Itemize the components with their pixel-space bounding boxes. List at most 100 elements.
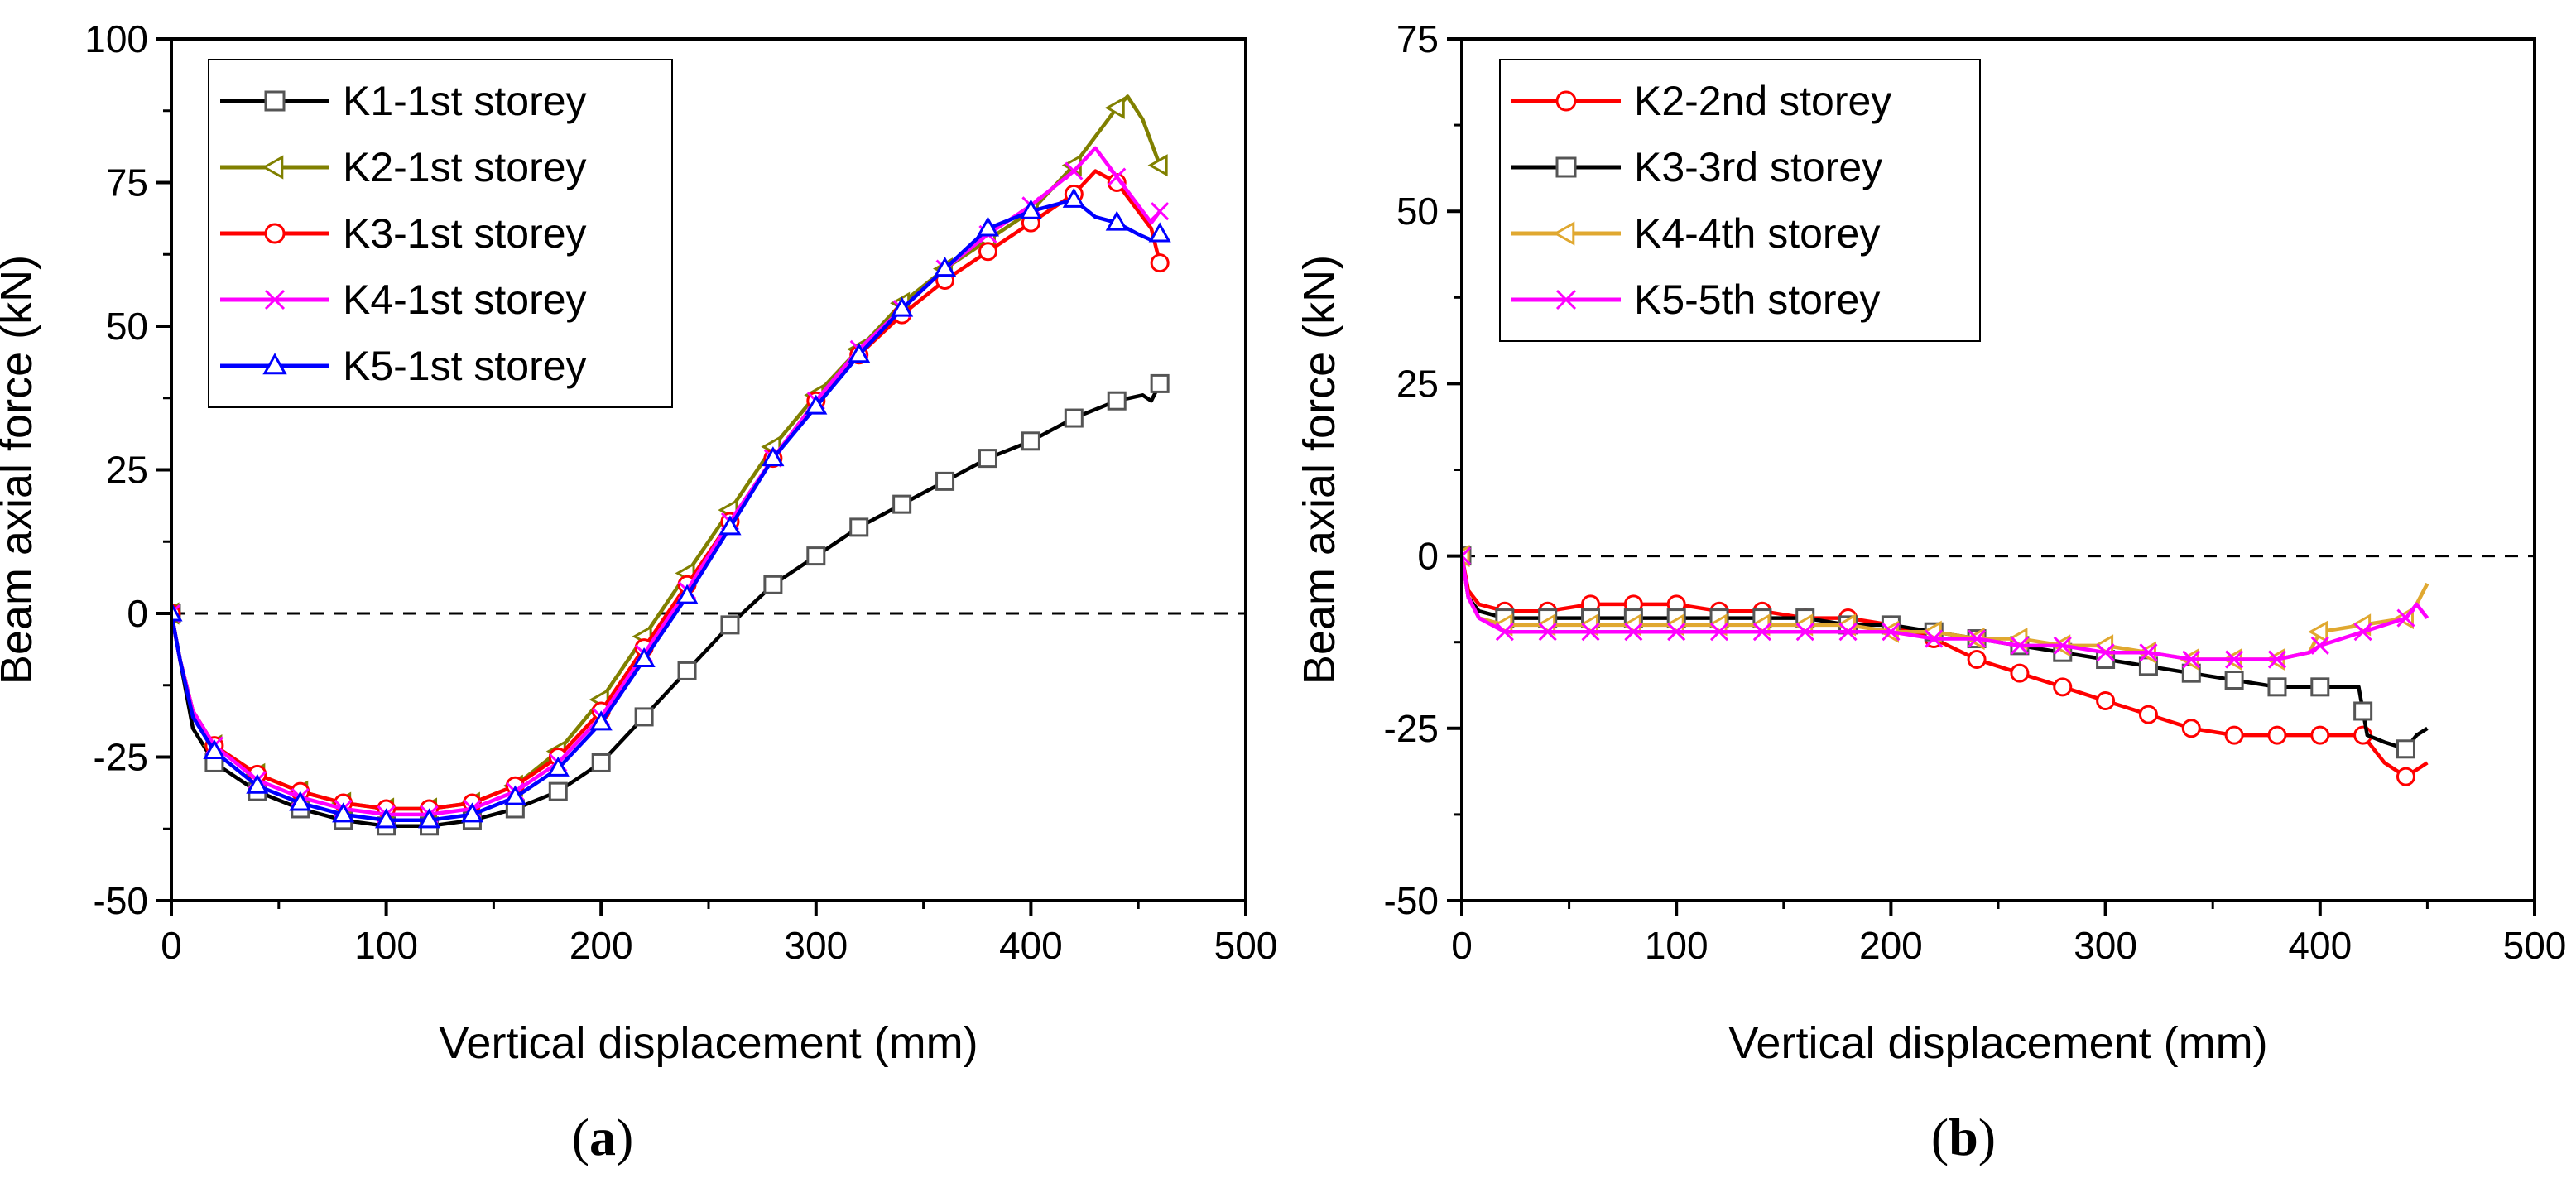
legend-box	[1499, 59, 1981, 342]
data-point	[718, 515, 742, 536]
y-tick-label: 50	[1396, 190, 1439, 233]
data-point	[1462, 546, 1472, 565]
data-point	[332, 802, 355, 823]
data-point	[2224, 671, 2244, 690]
legend-entry: K5-1st storey	[220, 343, 587, 389]
legend-label: K3-3rd storey	[1634, 144, 1882, 190]
data-point	[1752, 623, 1771, 642]
data-point	[2139, 643, 2158, 662]
data-point	[1150, 253, 1170, 273]
data-point	[2353, 701, 2373, 721]
data-point	[1019, 199, 1042, 219]
panel-label: (a)	[572, 1108, 634, 1166]
series-k5-1st-storey	[171, 187, 1171, 829]
data-point	[1065, 161, 1084, 180]
series-k5-5th-storey	[1462, 546, 2429, 669]
x-axis-label: Vertical displacement (mm)	[1728, 1018, 2267, 1068]
data-point	[289, 791, 312, 811]
data-point	[1021, 431, 1040, 451]
series-line	[1462, 555, 2429, 779]
y-tick-label: 100	[84, 17, 148, 60]
data-point	[2053, 677, 2073, 697]
y-tick-label: 0	[127, 592, 148, 635]
legend-marker	[1553, 221, 1575, 246]
data-point	[589, 710, 613, 731]
data-point	[2310, 725, 2330, 745]
data-point	[1581, 623, 1600, 642]
data-point	[203, 739, 226, 760]
x-tick-label: 200	[570, 924, 633, 967]
series-line	[1462, 555, 2429, 661]
data-point	[762, 446, 785, 467]
legend-marker	[264, 90, 286, 112]
y-tick-label: 25	[106, 449, 148, 492]
data-point	[848, 343, 871, 363]
data-point	[1150, 373, 1170, 393]
series-line	[1462, 555, 2429, 661]
data-point	[2182, 650, 2201, 669]
y-tick-label: -50	[94, 879, 148, 922]
legend-label: K4-1st storey	[343, 277, 587, 323]
data-point	[548, 781, 568, 801]
data-point	[2010, 663, 2030, 683]
data-point	[246, 773, 269, 794]
data-point	[891, 296, 914, 317]
legend-marker	[264, 289, 286, 310]
data-point	[1147, 154, 1168, 177]
data-point	[1838, 623, 1858, 642]
y-tick-label: -50	[1384, 879, 1439, 922]
legend-entry: K2-2nd storey	[1511, 78, 1891, 124]
legend-label: K2-2nd storey	[1634, 78, 1891, 124]
legend-label: K3-1st storey	[343, 210, 587, 257]
data-point	[1624, 623, 1643, 642]
data-point	[2010, 636, 2029, 655]
data-point	[1709, 623, 1729, 642]
y-tick-label: 25	[1396, 362, 1439, 405]
data-point	[2396, 608, 2415, 628]
data-point	[503, 785, 526, 805]
data-point	[978, 449, 997, 469]
data-point	[1151, 202, 1170, 221]
legend: K2-2nd storey K3-3rd storey K4-4th storey K…	[1499, 59, 1981, 342]
legend-entry: K1-1st storey	[220, 78, 587, 124]
x-tick-label: 300	[2074, 924, 2137, 967]
data-point	[375, 808, 398, 829]
legend-label: K2-1st storey	[343, 144, 587, 190]
data-point	[2225, 650, 2244, 669]
legend-label: K5-1st storey	[343, 343, 587, 389]
data-point	[2310, 677, 2330, 697]
x-tick-label: 500	[1214, 924, 1278, 967]
y-tick-label: 0	[1417, 535, 1439, 578]
panel-label: (b)	[1931, 1108, 1996, 1166]
data-point	[2396, 739, 2415, 759]
legend-marker	[1555, 289, 1577, 310]
data-point	[2308, 620, 2328, 643]
panel-a: 0 100 200 300 400 500 -50 -25 0 25 50 75 100 Vertical…	[0, 17, 1277, 1166]
legend-label: K5-5th storey	[1634, 277, 1880, 323]
data-point	[677, 661, 697, 680]
data-point	[806, 546, 826, 566]
data-point	[171, 601, 183, 622]
data-point	[2053, 636, 2072, 655]
x-tick-label: 100	[354, 924, 418, 967]
legend-entry: K4-1st storey	[220, 277, 587, 323]
data-point	[460, 802, 484, 823]
data-point	[1882, 623, 1901, 642]
data-point	[763, 575, 783, 594]
data-point	[632, 647, 656, 668]
data-point	[1108, 167, 1127, 186]
x-tick-label: 0	[1451, 924, 1473, 967]
data-point	[2181, 719, 2201, 738]
y-tick-label: 75	[106, 161, 148, 204]
data-point	[720, 615, 740, 635]
x-tick-label: 0	[161, 924, 182, 967]
y-axis-label: Beam axial force (kN)	[0, 255, 41, 685]
data-point	[634, 707, 654, 727]
y-tick-label: -25	[94, 736, 148, 779]
data-point	[591, 753, 611, 772]
data-point	[1967, 650, 1987, 670]
data-point	[935, 471, 955, 491]
data-point	[892, 494, 912, 514]
data-point	[1495, 623, 1514, 642]
